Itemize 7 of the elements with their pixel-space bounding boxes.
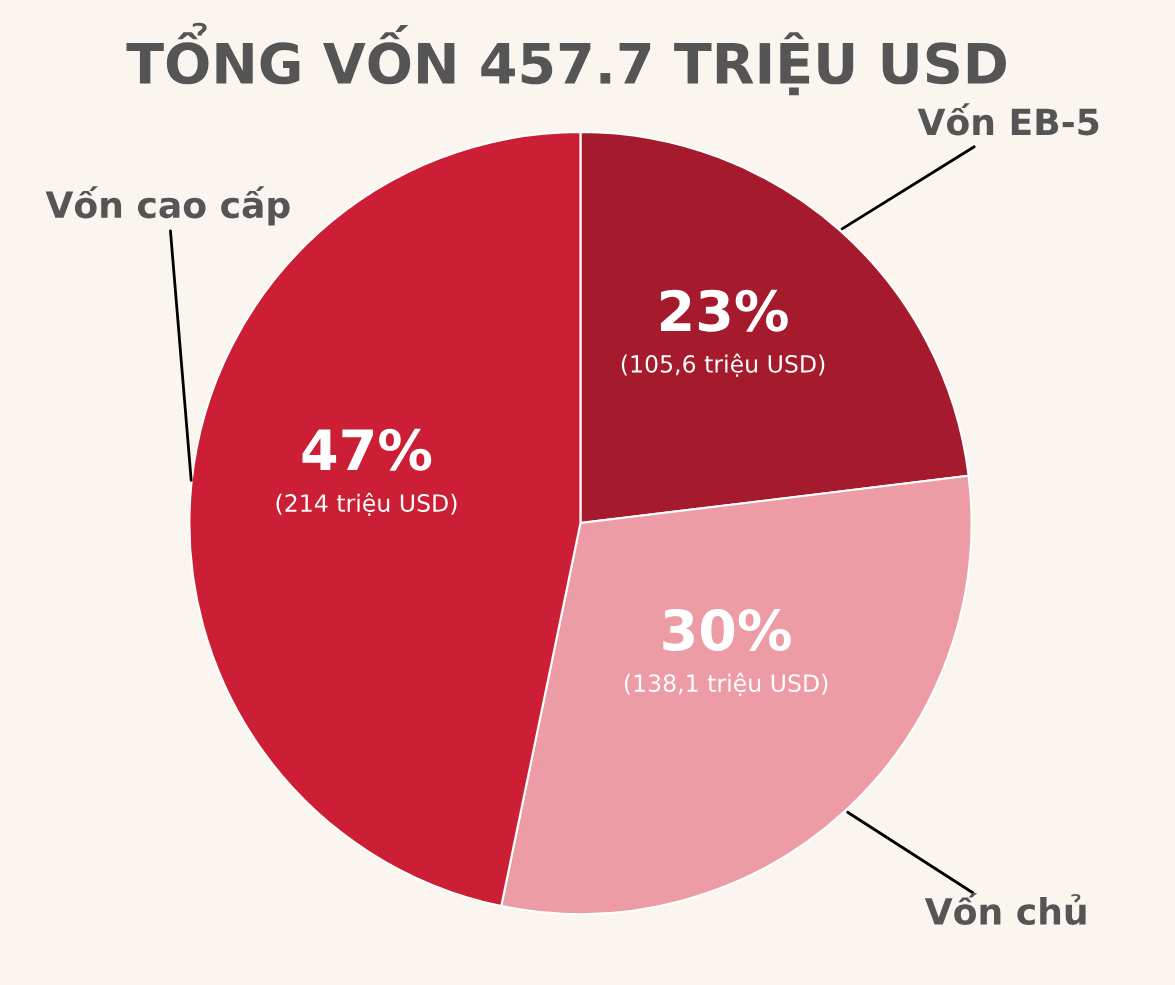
data-label: 30% (138,1 triệu USD) — [624, 608, 828, 697]
chart-title: TỔNG VỐN 457.7 TRIỆU USD — [126, 22, 1006, 96]
slice-label: Vốn EB-5 — [917, 103, 1099, 136]
slice-label: Vốn cao cấp — [45, 186, 290, 226]
slice-label: Vốn chủ — [924, 892, 1086, 926]
data-label: 23% (105,6 triệu USD) — [621, 289, 825, 377]
data-label: 47% (214 triệu USD) — [276, 428, 457, 516]
